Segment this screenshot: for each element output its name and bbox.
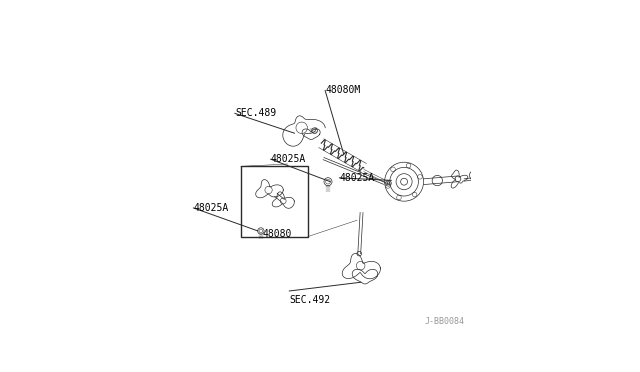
Text: SEC.489: SEC.489 bbox=[235, 108, 276, 118]
Text: 48025A: 48025A bbox=[193, 203, 228, 213]
Text: 48080M: 48080M bbox=[325, 86, 360, 96]
Text: J-BB0084: J-BB0084 bbox=[424, 317, 464, 326]
Text: 48025A: 48025A bbox=[271, 154, 306, 164]
Text: SEC.492: SEC.492 bbox=[289, 295, 330, 305]
Bar bbox=[241, 166, 308, 237]
Text: 48080: 48080 bbox=[262, 229, 291, 239]
Text: 48025A: 48025A bbox=[339, 173, 374, 183]
